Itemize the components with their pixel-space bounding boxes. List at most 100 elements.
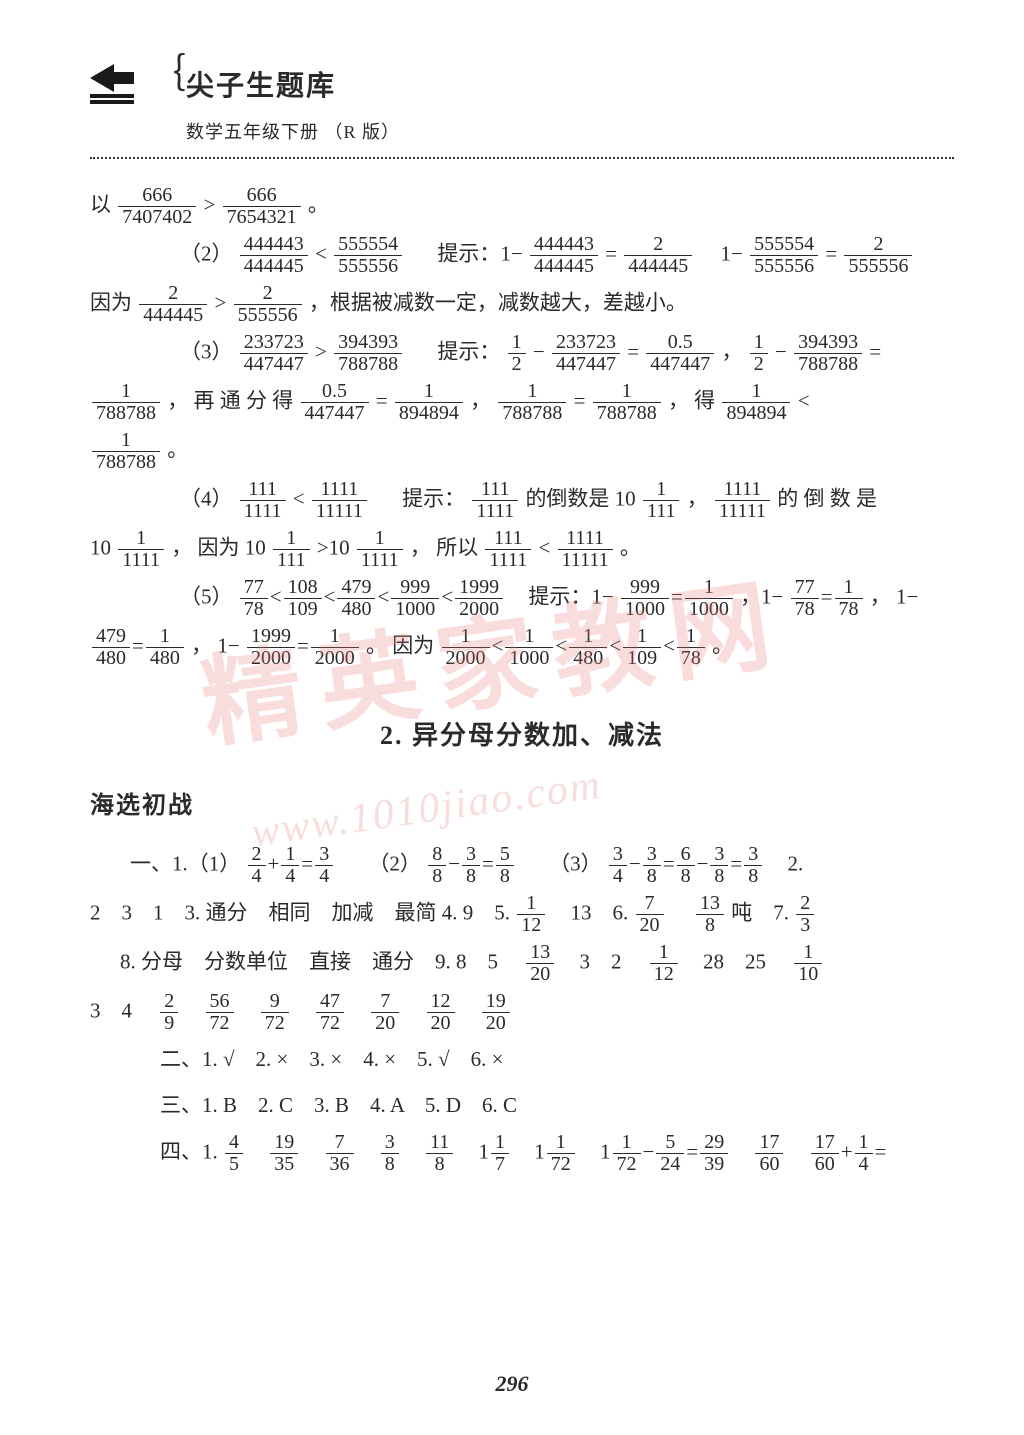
fraction: 24 <box>248 844 266 887</box>
fraction: 233723447447 <box>240 332 308 375</box>
text: >10 <box>317 536 350 560</box>
fraction: 111111111 <box>312 479 367 522</box>
fraction: 1111111 <box>472 479 518 522</box>
ans-2: 2 3 1 3. 通分 相同 加减 最简 4. 9 5. 112 13 6. 7… <box>90 893 954 936</box>
text: ， 所以 <box>410 536 478 560</box>
text: 因为 <box>90 291 132 315</box>
text: 3 2 <box>580 950 643 974</box>
fraction: 2444445 <box>624 234 692 277</box>
fraction: 178 <box>835 577 863 620</box>
fraction: 19992000 <box>247 626 295 669</box>
ans-5: 二、1. √ 2. × 3. × 4. × 5. √ 6. × <box>90 1040 954 1080</box>
fraction: 29 <box>160 991 178 1034</box>
fraction: 0.5447447 <box>646 332 714 375</box>
fraction: 111111111 <box>715 479 770 522</box>
line-9: （5） 7778<108109<479480<9991000<19992000 … <box>90 577 954 620</box>
text: 四、1. <box>160 1139 218 1163</box>
fraction: 972 <box>261 991 289 1034</box>
text: （2） <box>368 852 421 876</box>
fraction: 7778 <box>791 577 819 620</box>
text: 以 <box>90 193 111 217</box>
text: 1 <box>479 1139 490 1163</box>
text: ， 1− <box>870 585 919 609</box>
ans-3: 8. 分母 分数单位 直接 通分 9. 8 5 1320 3 2 112 28 … <box>90 942 954 985</box>
fraction: 7778 <box>240 577 268 620</box>
text: 提示：1− <box>437 242 522 266</box>
fraction: 479480 <box>92 626 130 669</box>
fraction: 444443444445 <box>240 234 308 277</box>
text: 。 <box>308 193 329 217</box>
fraction: 2939 <box>700 1132 728 1175</box>
fraction: 1480 <box>569 626 607 669</box>
text: ， 1− <box>191 634 240 658</box>
fraction: 444443444445 <box>530 234 598 277</box>
fraction: 0.5447447 <box>301 381 369 424</box>
text: 28 25 <box>703 950 787 974</box>
text: ，1− <box>740 585 783 609</box>
text: 13 6. <box>571 901 629 925</box>
fraction: 555554555556 <box>750 234 818 277</box>
fraction: 38 <box>462 844 480 887</box>
fraction: 34 <box>609 844 627 887</box>
text: （3） <box>549 852 602 876</box>
fraction: 4772 <box>316 991 344 1034</box>
fraction: 1111111 <box>485 528 531 571</box>
line-4: （3） 233723447447 > 394393788788 提示： 12 −… <box>90 332 954 375</box>
fraction: 12000 <box>442 626 490 669</box>
fraction: 555554555556 <box>334 234 402 277</box>
fraction: 88 <box>428 844 446 887</box>
fraction: 1788788 <box>92 430 160 473</box>
fraction: 5672 <box>206 991 234 1034</box>
text: ， 因为 10 <box>171 536 266 560</box>
fraction: 524 <box>656 1132 684 1175</box>
fraction: 1920 <box>482 991 510 1034</box>
fraction: 118 <box>426 1132 453 1175</box>
fraction: 233723447447 <box>552 332 620 375</box>
text: 1− <box>700 242 743 266</box>
fraction: 110 <box>794 942 822 985</box>
ans-6: 三、1. B 2. C 3. B 4. A 5. D 6. C <box>90 1086 954 1126</box>
text: （5） <box>180 585 233 609</box>
text: 2 3 1 3. 通分 相同 加减 最简 4. 9 5. <box>90 901 510 925</box>
fraction: 34 <box>315 844 333 887</box>
fraction: 1894894 <box>722 381 790 424</box>
line-1: 以 6667407402 > 6667654321 。 <box>90 185 954 228</box>
line-7: （4） 1111111 < 111111111 提示： 1111111 的倒数是… <box>90 479 954 522</box>
fraction: 14 <box>855 1132 873 1175</box>
fraction: 12 <box>508 332 526 375</box>
fraction: 1111 <box>643 479 680 522</box>
text: ， 得 <box>668 389 715 413</box>
line-8: 10 11111 ， 因为 10 1111 >10 11111 ， 所以 111… <box>90 528 954 571</box>
fraction: 12 <box>750 332 768 375</box>
text: 3 4 <box>90 999 153 1023</box>
text: 提示： <box>402 487 465 511</box>
text: 提示： <box>437 340 500 364</box>
page-header: ｛ 尖子生题库 数学五年级下册 （R 版） <box>90 60 954 149</box>
fraction: 479480 <box>337 577 375 620</box>
text: 2. <box>788 852 804 876</box>
ans-4: 3 4 29 5672 972 4772 720 1220 1920 <box>90 991 954 1034</box>
text: 8. 分母 分数单位 直接 通分 9. 8 5 <box>120 950 519 974</box>
book-title: 尖子生题库 <box>186 60 400 113</box>
fraction: 9991000 <box>391 577 439 620</box>
text: 1 <box>534 1139 545 1163</box>
fraction: 6667654321 <box>223 185 301 228</box>
fraction: 6667407402 <box>118 185 196 228</box>
fraction: 11111 <box>357 528 403 571</box>
fraction: 38 <box>710 844 728 887</box>
fraction: 720 <box>636 893 664 936</box>
fraction: 1109 <box>623 626 661 669</box>
fraction: 11000 <box>685 577 733 620</box>
page-number: 296 <box>0 1363 1024 1405</box>
book-subtitle: 数学五年级下册 （R 版） <box>186 115 400 149</box>
fraction: 14 <box>281 844 299 887</box>
fraction: 2444445 <box>139 283 207 326</box>
fraction: 1220 <box>427 991 455 1034</box>
page-content: 以 6667407402 > 6667654321 。 （2） 44444344… <box>90 185 954 1175</box>
text: （2） <box>180 242 233 266</box>
line-10: 479480=1480 ， 1− 19992000=12000 。 因为 120… <box>90 626 954 669</box>
fraction: 1111111 <box>240 479 286 522</box>
fraction: 23 <box>796 893 814 936</box>
bracket-decor: ｛ <box>146 60 182 88</box>
line-5: 1788788 ， 再 通 分 得 0.5447447 = 1894894 ， … <box>90 381 954 424</box>
